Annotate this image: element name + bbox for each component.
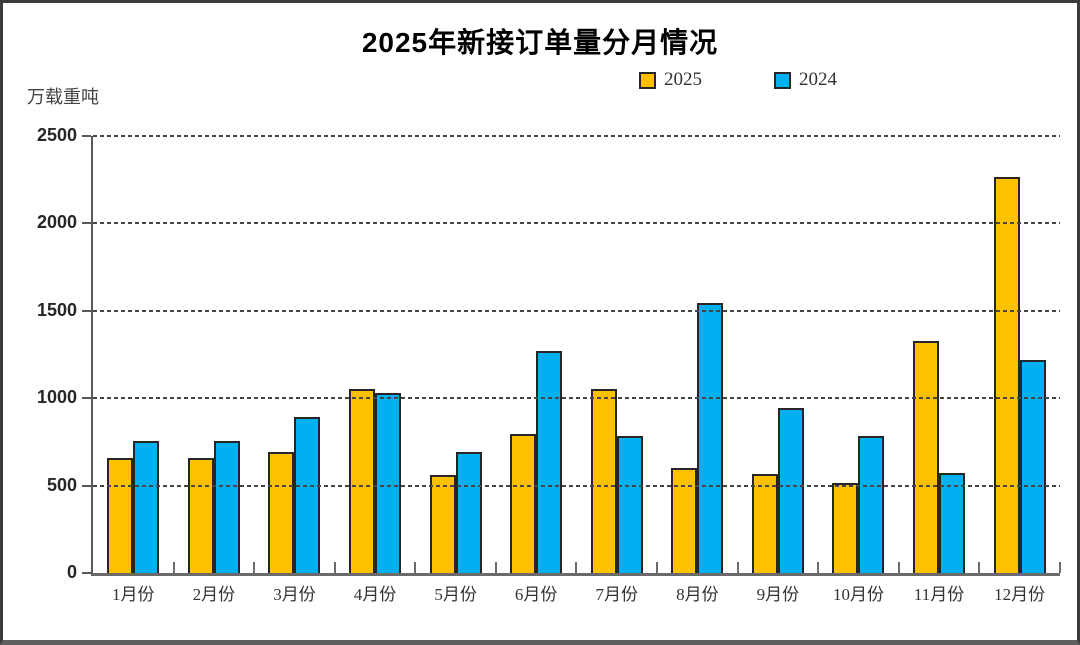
bar-group-9月份: 9月份 [738,136,820,604]
bar-2025-4月份 [349,389,376,573]
legend-swatch-2024 [774,71,791,89]
x-axis-label-4月份: 4月份 [353,585,397,604]
gridline-500 [93,484,1060,487]
y-axis-label-0: 0 [66,562,77,582]
x-axis-tick [897,562,900,573]
y-axis-label-2500: 2500 [36,125,77,145]
bar-2025-3月份 [268,452,295,573]
bar-2024-5月份 [455,452,482,573]
bar-2024-2月份 [213,441,240,573]
bar-2024-12月份 [1019,359,1046,573]
x-axis-label-3月份: 3月份 [273,585,316,604]
bar-2024-9月份 [777,407,804,573]
bar-2024-3月份 [294,417,321,573]
x-axis-tick [978,562,981,573]
legend-swatch-2025 [639,71,656,89]
x-axis-tick [253,562,256,573]
x-axis-tick [333,562,336,573]
y-axis-label-500: 500 [46,474,77,495]
x-axis-tick [1058,562,1061,573]
bar-2025-1月份 [107,457,134,573]
bar-group-8月份: 8月份 [657,136,739,604]
bar-2025-6月份 [510,434,537,573]
x-axis-label-10月份: 10月份 [832,585,884,604]
bar-2025-7月份 [590,389,617,573]
y-axis-tick-1500 [82,309,91,312]
chart-title: 2025年新接订单量分月情况 [361,27,719,58]
bar-series-container: 1月份 2月份 3月份 4月份 5月份 6月份 7月份 8月份 9月份 10月份 11月份 12月份 [93,136,1061,604]
bar-2024-4月份 [375,392,402,573]
y-axis-label-1000: 1000 [36,387,77,408]
y-axis-unit-label: 万载重吨 [27,87,99,107]
x-axis-label-1月份: 1月份 [112,585,155,604]
bar-group-7月份: 7月份 [576,136,659,604]
bar-2025-10月份 [832,482,859,573]
y-axis-tick-0 [82,572,91,574]
bar-group-12月份: 12月份 [979,136,1061,604]
bar-group-4月份: 4月份 [335,136,417,604]
bar-2025-9月份 [751,474,778,573]
legend-item-2025: 2025 [639,69,702,91]
y-axis-label-2000: 2000 [36,212,77,233]
gridline-2500 [93,135,1060,137]
bar-group-2月份: 2月份 [174,136,256,604]
bar-2025-11月份 [913,340,940,573]
x-axis-tick [736,562,739,573]
bar-2024-7月份 [616,435,643,573]
x-axis-label-5月份: 5月份 [434,585,477,604]
y-axis-tick-2000 [82,222,91,225]
y-axis-tick-2500 [82,135,91,137]
x-axis-tick [656,562,659,573]
gridline-2000 [93,222,1060,225]
x-axis-tick [817,562,820,573]
bar-group-1月份: 1月份 [93,136,175,604]
x-axis-label-12月份: 12月份 [994,585,1046,604]
legend-label-2024: 2024 [799,69,837,90]
gridline-1500 [93,309,1060,312]
x-axis-tick [172,562,175,573]
chart-legend: 2025 2024 [639,69,837,91]
bar-2024-1月份 [133,441,160,573]
bar-group-5月份: 5月份 [415,136,497,604]
y-axis-tick-500 [82,484,91,487]
bar-group-11月份: 11月份 [899,136,981,604]
x-axis-label-11月份: 11月份 [913,585,965,604]
bar-2025-2月份 [187,457,214,573]
bar-2024-6月份 [536,351,563,573]
x-axis-tick [414,562,417,573]
y-axis-label-1500: 1500 [36,299,77,320]
x-axis-tick [575,562,578,573]
x-axis-label-8月份: 8月份 [676,585,719,604]
y-axis-tick-1000 [82,397,91,400]
x-axis-label-6月份: 6月份 [514,585,558,604]
bar-2024-8月份 [697,302,724,573]
bar-2025-5月份 [429,475,456,573]
x-axis-label-9月份: 9月份 [756,585,800,604]
x-axis-label-7月份: 7月份 [595,585,639,604]
gridline-1000 [93,397,1060,400]
plot-area: 1月份 2月份 3月份 4月份 5月份 6月份 7月份 8月份 9月份 10月份 11月份 12月份 … [37,125,1061,604]
x-axis-label-2月份: 2月份 [192,585,236,604]
bar-2025-12月份 [993,177,1020,573]
x-axis-tick [494,562,497,573]
bar-2024-11月份 [939,473,966,573]
bar-2024-10月份 [858,435,885,573]
legend-item-2024: 2024 [774,69,837,91]
bar-group-10月份: 10月份 [818,136,900,604]
legend-label-2025: 2025 [664,69,702,90]
bar-group-3月份: 3月份 [254,136,336,604]
bar-group-6月份: 6月份 [496,136,578,604]
